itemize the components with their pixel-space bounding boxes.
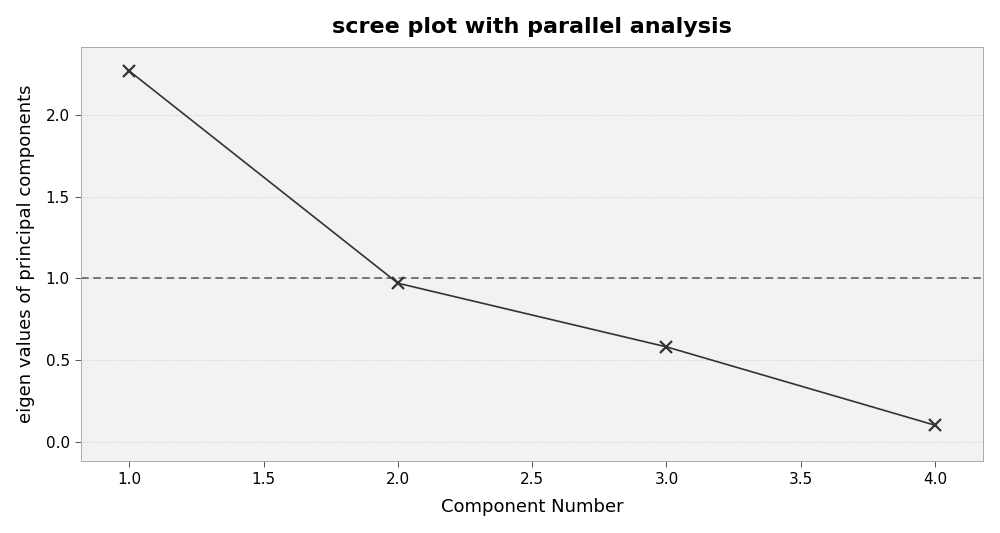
Title: scree plot with parallel analysis: scree plot with parallel analysis [332, 17, 732, 37]
X-axis label: Component Number: Component Number [441, 498, 623, 516]
Y-axis label: eigen values of principal components: eigen values of principal components [17, 85, 35, 423]
